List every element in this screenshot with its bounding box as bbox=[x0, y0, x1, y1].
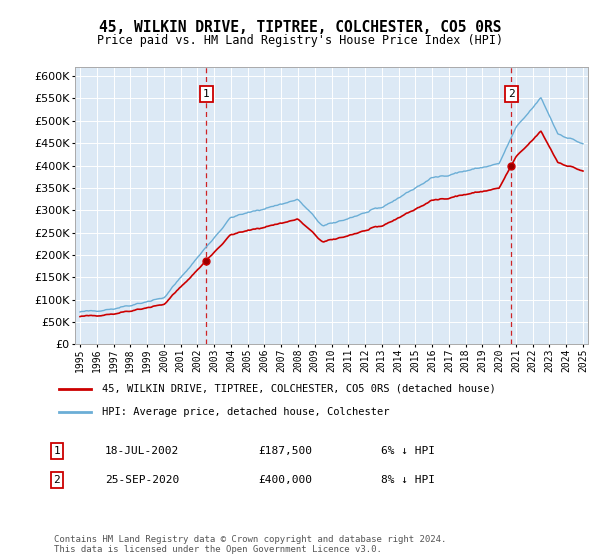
Text: 1: 1 bbox=[53, 446, 61, 456]
Text: 45, WILKIN DRIVE, TIPTREE, COLCHESTER, CO5 0RS (detached house): 45, WILKIN DRIVE, TIPTREE, COLCHESTER, C… bbox=[101, 384, 495, 394]
Text: 6% ↓ HPI: 6% ↓ HPI bbox=[381, 446, 435, 456]
Text: Price paid vs. HM Land Registry's House Price Index (HPI): Price paid vs. HM Land Registry's House … bbox=[97, 34, 503, 46]
Text: 45, WILKIN DRIVE, TIPTREE, COLCHESTER, CO5 0RS: 45, WILKIN DRIVE, TIPTREE, COLCHESTER, C… bbox=[99, 20, 501, 35]
Text: 25-SEP-2020: 25-SEP-2020 bbox=[105, 475, 179, 485]
Text: 2: 2 bbox=[508, 89, 515, 99]
Text: £400,000: £400,000 bbox=[258, 475, 312, 485]
Text: 1: 1 bbox=[203, 89, 210, 99]
Text: 18-JUL-2002: 18-JUL-2002 bbox=[105, 446, 179, 456]
Text: £187,500: £187,500 bbox=[258, 446, 312, 456]
Text: Contains HM Land Registry data © Crown copyright and database right 2024.
This d: Contains HM Land Registry data © Crown c… bbox=[54, 535, 446, 554]
Text: HPI: Average price, detached house, Colchester: HPI: Average price, detached house, Colc… bbox=[101, 407, 389, 417]
Text: 2: 2 bbox=[53, 475, 61, 485]
Text: 8% ↓ HPI: 8% ↓ HPI bbox=[381, 475, 435, 485]
